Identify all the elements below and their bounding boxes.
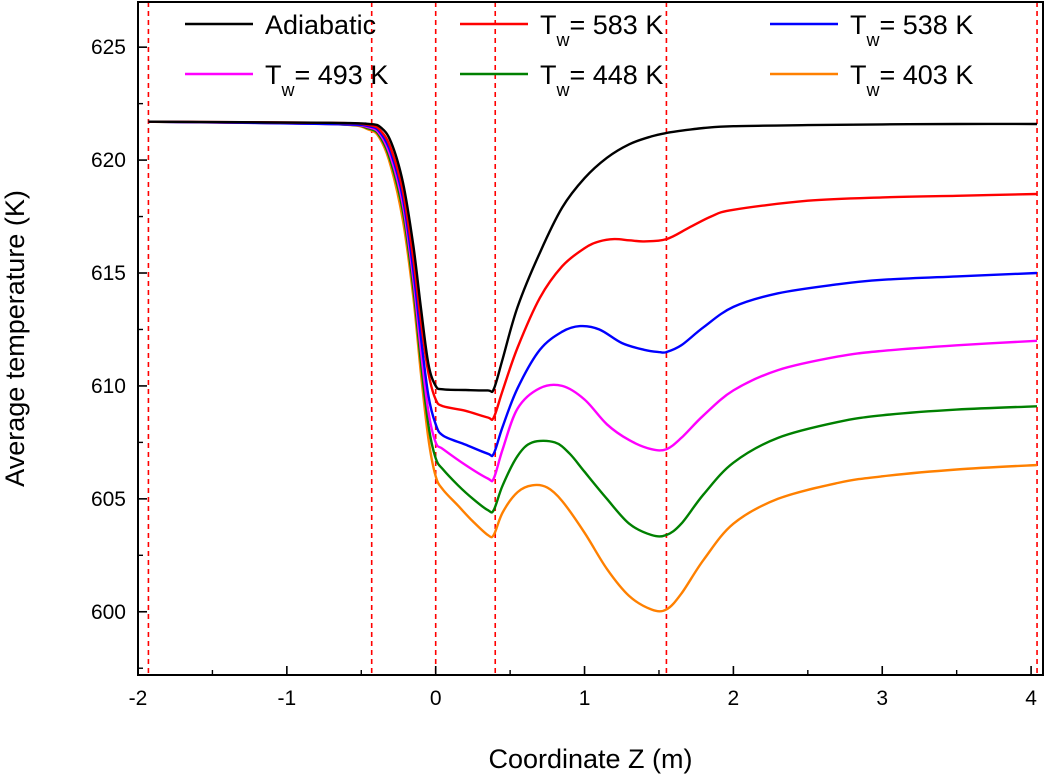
legend-label: Tw= 583 K [540,10,663,50]
y-axis: 600 605 610 615 620 625 [91,36,147,669]
x-tick-label: -1 [278,687,297,710]
x-tick-label: -2 [129,687,148,710]
series-line-3 [148,120,1038,483]
y-tick-label: 620 [91,149,126,172]
x-axis-title: Coordinate Z (m) [488,744,692,774]
x-tick-label: 4 [1025,687,1037,710]
x-tick-label: 1 [579,687,591,710]
legend: Adiabatic Tw= 583 K Tw= 538 K Tw= 493 K Tw= … [185,10,973,100]
x-tick-label: 2 [728,687,740,710]
reference-lines [147,2,1038,675]
x-axis: -2 -1 0 1 2 3 4 [129,666,1037,710]
legend-label: Tw= 538 K [850,10,973,50]
x-tick-label: 0 [430,687,442,710]
series-lines [148,120,1038,613]
x-tick-label: 3 [876,687,888,710]
y-tick-label: 625 [91,36,126,59]
series-line-0 [148,120,1038,394]
y-tick-label: 605 [91,488,126,511]
series-line-5 [148,120,1038,613]
y-tick-label: 610 [91,375,126,398]
legend-label: Adiabatic [265,10,376,40]
y-axis-title: Average temperature (K) [0,190,30,487]
legend-label: Tw= 403 K [850,60,973,100]
series-line-1 [148,120,1038,422]
legend-label: Tw= 448 K [540,60,663,100]
y-tick-label: 600 [91,601,126,624]
series-line-2 [148,120,1038,458]
y-tick-label: 615 [91,262,126,285]
plot-frame [137,1,1044,676]
legend-label: Tw= 493 K [265,60,388,100]
